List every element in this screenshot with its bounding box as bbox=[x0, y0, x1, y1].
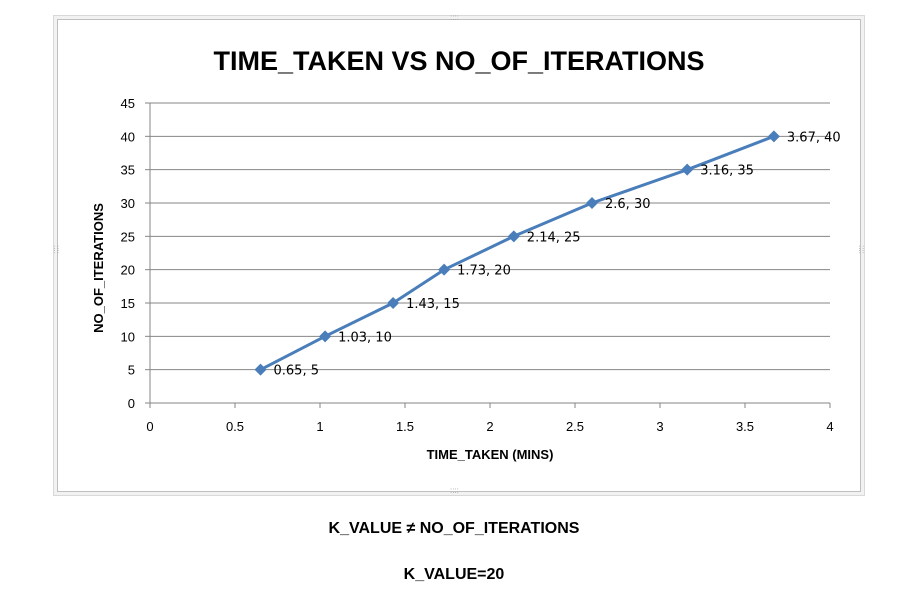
y-tick-label: 30 bbox=[121, 196, 135, 211]
y-tick-label: 0 bbox=[128, 396, 135, 411]
caption-k-value: K_VALUE=20 bbox=[403, 566, 505, 583]
x-tick-label: 0.5 bbox=[226, 419, 244, 434]
data-label: 3.16, 35 bbox=[700, 164, 754, 179]
x-tick-label: 1 bbox=[316, 419, 323, 434]
data-label: 2.14, 25 bbox=[527, 230, 581, 245]
data-label: 1.73, 20 bbox=[457, 264, 511, 279]
data-label: 0.65, 5 bbox=[274, 364, 319, 379]
x-axis-title: TIME_TAKEN (MINS) bbox=[427, 447, 554, 462]
gridlines bbox=[150, 102, 830, 371]
y-tick-label: 5 bbox=[128, 363, 135, 378]
y-tick-label: 15 bbox=[121, 296, 135, 311]
y-tick-label: 40 bbox=[121, 129, 135, 144]
chart-title: TIME_TAKEN VS NO_OF_ITERATIONS bbox=[213, 46, 704, 76]
data-label: 3.67, 40 bbox=[787, 130, 841, 145]
y-tick-label: 35 bbox=[121, 163, 135, 178]
tick-labels: 0 5 10 15 20 25 30 35 40 45 0 0.5 1 1.5 2 2.5 3 3.5 4 bbox=[121, 96, 834, 434]
data-label: 1.43, 15 bbox=[406, 297, 460, 312]
data-point-marker bbox=[507, 230, 520, 243]
resize-handle-top[interactable]: :::: bbox=[450, 13, 459, 22]
x-tick-label: 2.5 bbox=[566, 419, 584, 434]
y-tick-label: 20 bbox=[121, 263, 135, 278]
data-point-marker bbox=[438, 263, 451, 276]
x-tick-label: 3 bbox=[656, 419, 663, 434]
data-point-marker bbox=[387, 297, 400, 309]
data-label: 1.03, 10 bbox=[338, 330, 392, 345]
data-point-marker bbox=[681, 163, 694, 176]
caption-k-value-note: K_VALUE ≠ NO_OF_ITERATIONS bbox=[328, 520, 580, 537]
y-tick-label: 10 bbox=[121, 329, 135, 344]
resize-handle-bottom[interactable]: :::: bbox=[450, 486, 459, 495]
chart-frame: :::: :::: :::: :::: TIME_TAKEN VS NO_OF_… bbox=[52, 14, 866, 495]
data-label: 2.6, 30 bbox=[605, 197, 650, 212]
y-tick-label: 45 bbox=[121, 96, 135, 111]
y-tick-label: 25 bbox=[121, 229, 135, 244]
x-tick-label: 2 bbox=[486, 419, 493, 434]
data-point-marker bbox=[767, 130, 780, 143]
data-labels: 0.65, 5 1.03, 10 1.43, 15 1.73, 20 2.14, 25 2… bbox=[274, 130, 841, 378]
y-axis-title: NO_OF_ITERATIONS bbox=[91, 203, 106, 333]
series-layer bbox=[254, 130, 780, 376]
resize-handle-left[interactable]: :::: bbox=[52, 245, 61, 254]
line-chart: TIME_TAKEN VS NO_OF_ITERATIONS 051015202… bbox=[91, 46, 841, 462]
series-line bbox=[259, 134, 775, 372]
data-point-marker bbox=[586, 197, 598, 209]
data-point-marker bbox=[319, 330, 332, 343]
axes bbox=[145, 102, 831, 408]
x-tick-label: 1.5 bbox=[396, 419, 414, 434]
data-point-marker bbox=[254, 363, 267, 376]
x-tick-label: 3.5 bbox=[736, 419, 754, 434]
x-tick-label: 0 bbox=[146, 419, 153, 434]
resize-handle-right[interactable]: :::: bbox=[857, 245, 866, 254]
x-tick-label: 4 bbox=[826, 419, 833, 434]
